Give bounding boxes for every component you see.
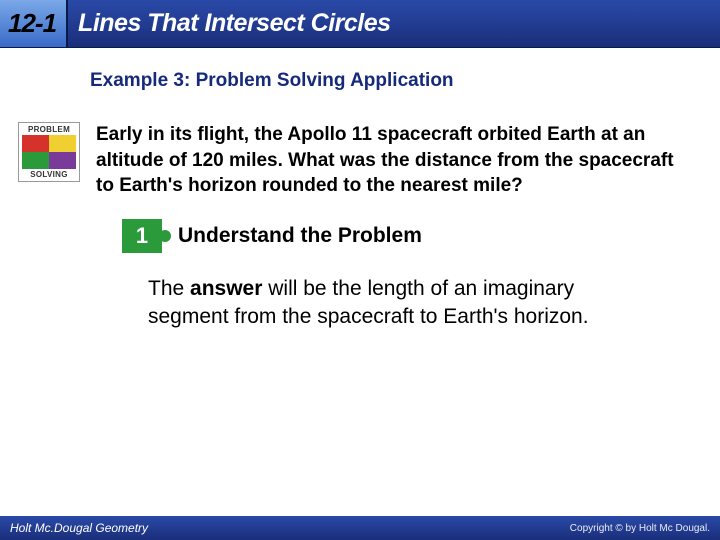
answer-text: The answer will be the length of an imag… — [148, 275, 640, 332]
example-title: Example 3: Problem Solving Application — [90, 70, 720, 92]
badge-frame: PROBLEM SOLVING — [18, 122, 80, 182]
answer-prefix: The — [148, 277, 190, 300]
section-number: 12-1 — [0, 0, 68, 47]
problem-row: PROBLEM SOLVING Early in its flight, the… — [0, 122, 720, 199]
puzzle-icon — [22, 135, 76, 169]
footer-right: Copyright © by Holt Mc Dougal. — [570, 523, 710, 534]
puzzle-piece-red — [22, 135, 49, 152]
footer-bar: Holt Mc.Dougal Geometry Copyright © by H… — [0, 516, 720, 540]
badge-top-label: PROBLEM — [21, 125, 77, 134]
puzzle-piece-purple — [49, 152, 76, 169]
footer-left: Holt Mc.Dougal Geometry — [10, 521, 148, 535]
step-title: Understand the Problem — [178, 224, 422, 248]
problem-solving-badge: PROBLEM SOLVING — [18, 122, 80, 182]
problem-text: Early in its flight, the Apollo 11 space… — [96, 122, 692, 199]
step-puzzle-icon: 1 — [122, 219, 162, 253]
puzzle-piece-green — [22, 152, 49, 169]
badge-bottom-label: SOLVING — [21, 170, 77, 179]
step-number: 1 — [136, 223, 148, 249]
step-row: 1 Understand the Problem — [122, 219, 720, 253]
page-title: Lines That Intersect Circles — [78, 9, 391, 38]
puzzle-piece-yellow — [49, 135, 76, 152]
answer-bold: answer — [190, 277, 262, 300]
header-bar: 12-1 Lines That Intersect Circles — [0, 0, 720, 48]
